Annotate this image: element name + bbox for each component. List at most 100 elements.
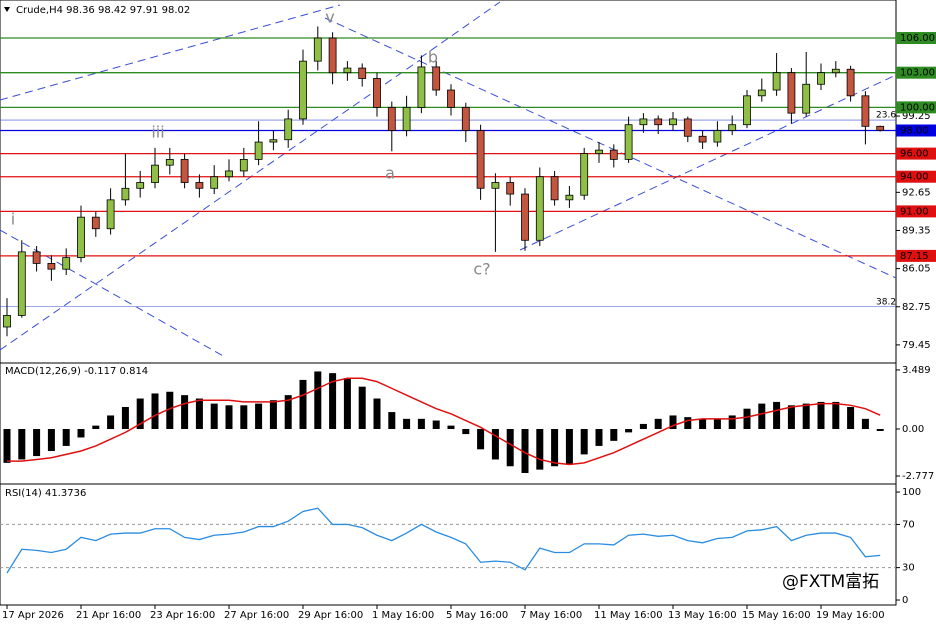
candle-body <box>17 251 26 316</box>
macd-bar <box>373 398 381 430</box>
candle-body <box>47 263 56 270</box>
rsi-title: RSI(14) 41.3736 <box>5 488 86 499</box>
level-label: 100.00 <box>900 102 935 113</box>
y-tick-label: 92.65 <box>902 187 931 198</box>
x-tick-label: 29 Apr 16:00 <box>298 610 363 621</box>
macd-bar <box>477 429 485 450</box>
level-label: 91.00 <box>900 206 929 217</box>
wave-label: c? <box>473 260 490 279</box>
macd-bar <box>47 429 55 452</box>
candle-body <box>802 83 811 114</box>
macd-bar <box>18 429 26 460</box>
macd-bar <box>462 429 470 435</box>
macd-bar <box>343 378 351 430</box>
macd-bar <box>669 415 677 430</box>
macd-bar <box>269 400 277 430</box>
macd-bar <box>491 429 499 460</box>
candle-body <box>476 130 485 189</box>
candle-body <box>313 37 322 62</box>
macd-bar <box>684 417 692 430</box>
macd-bar <box>62 429 70 446</box>
trend-line <box>419 1 501 59</box>
candle-body <box>77 216 85 259</box>
trend-line <box>0 229 226 358</box>
macd-bar <box>151 393 159 430</box>
wave-label: v <box>325 8 334 27</box>
candle-body <box>521 193 529 241</box>
macd-bar <box>195 398 203 430</box>
candle-body <box>757 89 766 97</box>
candle-body <box>698 135 707 143</box>
level-label: 87.15 <box>900 251 929 262</box>
macd-bar <box>521 429 529 474</box>
candle-body <box>62 257 71 270</box>
level-tag <box>896 66 936 79</box>
candle-body <box>210 176 219 189</box>
candle-body <box>195 182 204 189</box>
macd-bar <box>77 429 85 438</box>
x-tick-label: 7 May 16:00 <box>520 610 582 621</box>
macd-bar <box>403 418 411 430</box>
candle-body <box>121 187 130 201</box>
level-tag <box>896 205 936 218</box>
macd-bar <box>166 391 174 430</box>
candle-body <box>728 124 737 131</box>
candle-body <box>506 182 515 195</box>
fib-label: 38.2 <box>876 297 896 307</box>
macd-bar <box>713 418 721 430</box>
macd-bar <box>802 403 810 430</box>
candle-body <box>225 170 233 178</box>
menu-triangle[interactable] <box>4 7 10 12</box>
macd-bar <box>3 429 11 463</box>
x-tick-label: 23 Apr 16:00 <box>150 610 215 621</box>
y-tick-label: -2.777 <box>902 471 934 482</box>
level-label: 96.00 <box>900 149 929 160</box>
level-tag <box>896 249 936 262</box>
candle-body <box>165 158 174 166</box>
candle-body <box>32 251 41 264</box>
macd-bar <box>33 429 41 457</box>
macd-bar <box>743 408 751 430</box>
fib-label: 23.6 <box>876 111 896 121</box>
candle-body <box>683 118 692 137</box>
level-tag <box>896 32 936 45</box>
candle-body <box>284 118 293 141</box>
wave-label: a <box>385 164 395 183</box>
macd-bar <box>536 429 544 470</box>
macd-bar <box>565 429 573 465</box>
candle-body <box>580 153 589 196</box>
macd-bar <box>551 429 559 467</box>
macd-bar <box>255 403 263 430</box>
macd-bar <box>639 423 647 430</box>
candle-body <box>550 176 559 201</box>
macd-title: MACD(12,26,9) -0.117 0.814 <box>5 366 148 377</box>
macd-bar <box>728 415 736 430</box>
y-tick-label: 86.05 <box>902 264 931 275</box>
candle-body <box>639 118 648 126</box>
macd-bar <box>580 429 588 455</box>
candle-body <box>876 125 885 131</box>
x-tick-label: 15 May 16:00 <box>742 610 811 621</box>
y-tick-label: 100 <box>902 487 921 498</box>
level-label: 94.00 <box>900 172 929 183</box>
candle-body <box>787 72 796 114</box>
level-tag <box>896 101 936 114</box>
macd-bar <box>284 395 292 430</box>
macd-bar <box>506 429 514 467</box>
x-tick-label: 27 Apr 16:00 <box>224 610 289 621</box>
candle-body <box>447 89 455 108</box>
macd-bar <box>817 401 825 430</box>
candle-body <box>373 78 381 108</box>
candle-body <box>402 106 411 131</box>
wave-label: iii <box>151 123 164 142</box>
y-tick-label: 3.489 <box>902 365 931 376</box>
candle-body <box>565 194 574 201</box>
y-tick-label: 30 <box>902 563 915 574</box>
macd-bar <box>329 373 337 430</box>
candle-body <box>772 72 781 91</box>
candle-body <box>654 118 663 126</box>
level-tag <box>896 147 936 160</box>
macd-bar <box>847 406 855 430</box>
macd-bar <box>758 403 766 430</box>
